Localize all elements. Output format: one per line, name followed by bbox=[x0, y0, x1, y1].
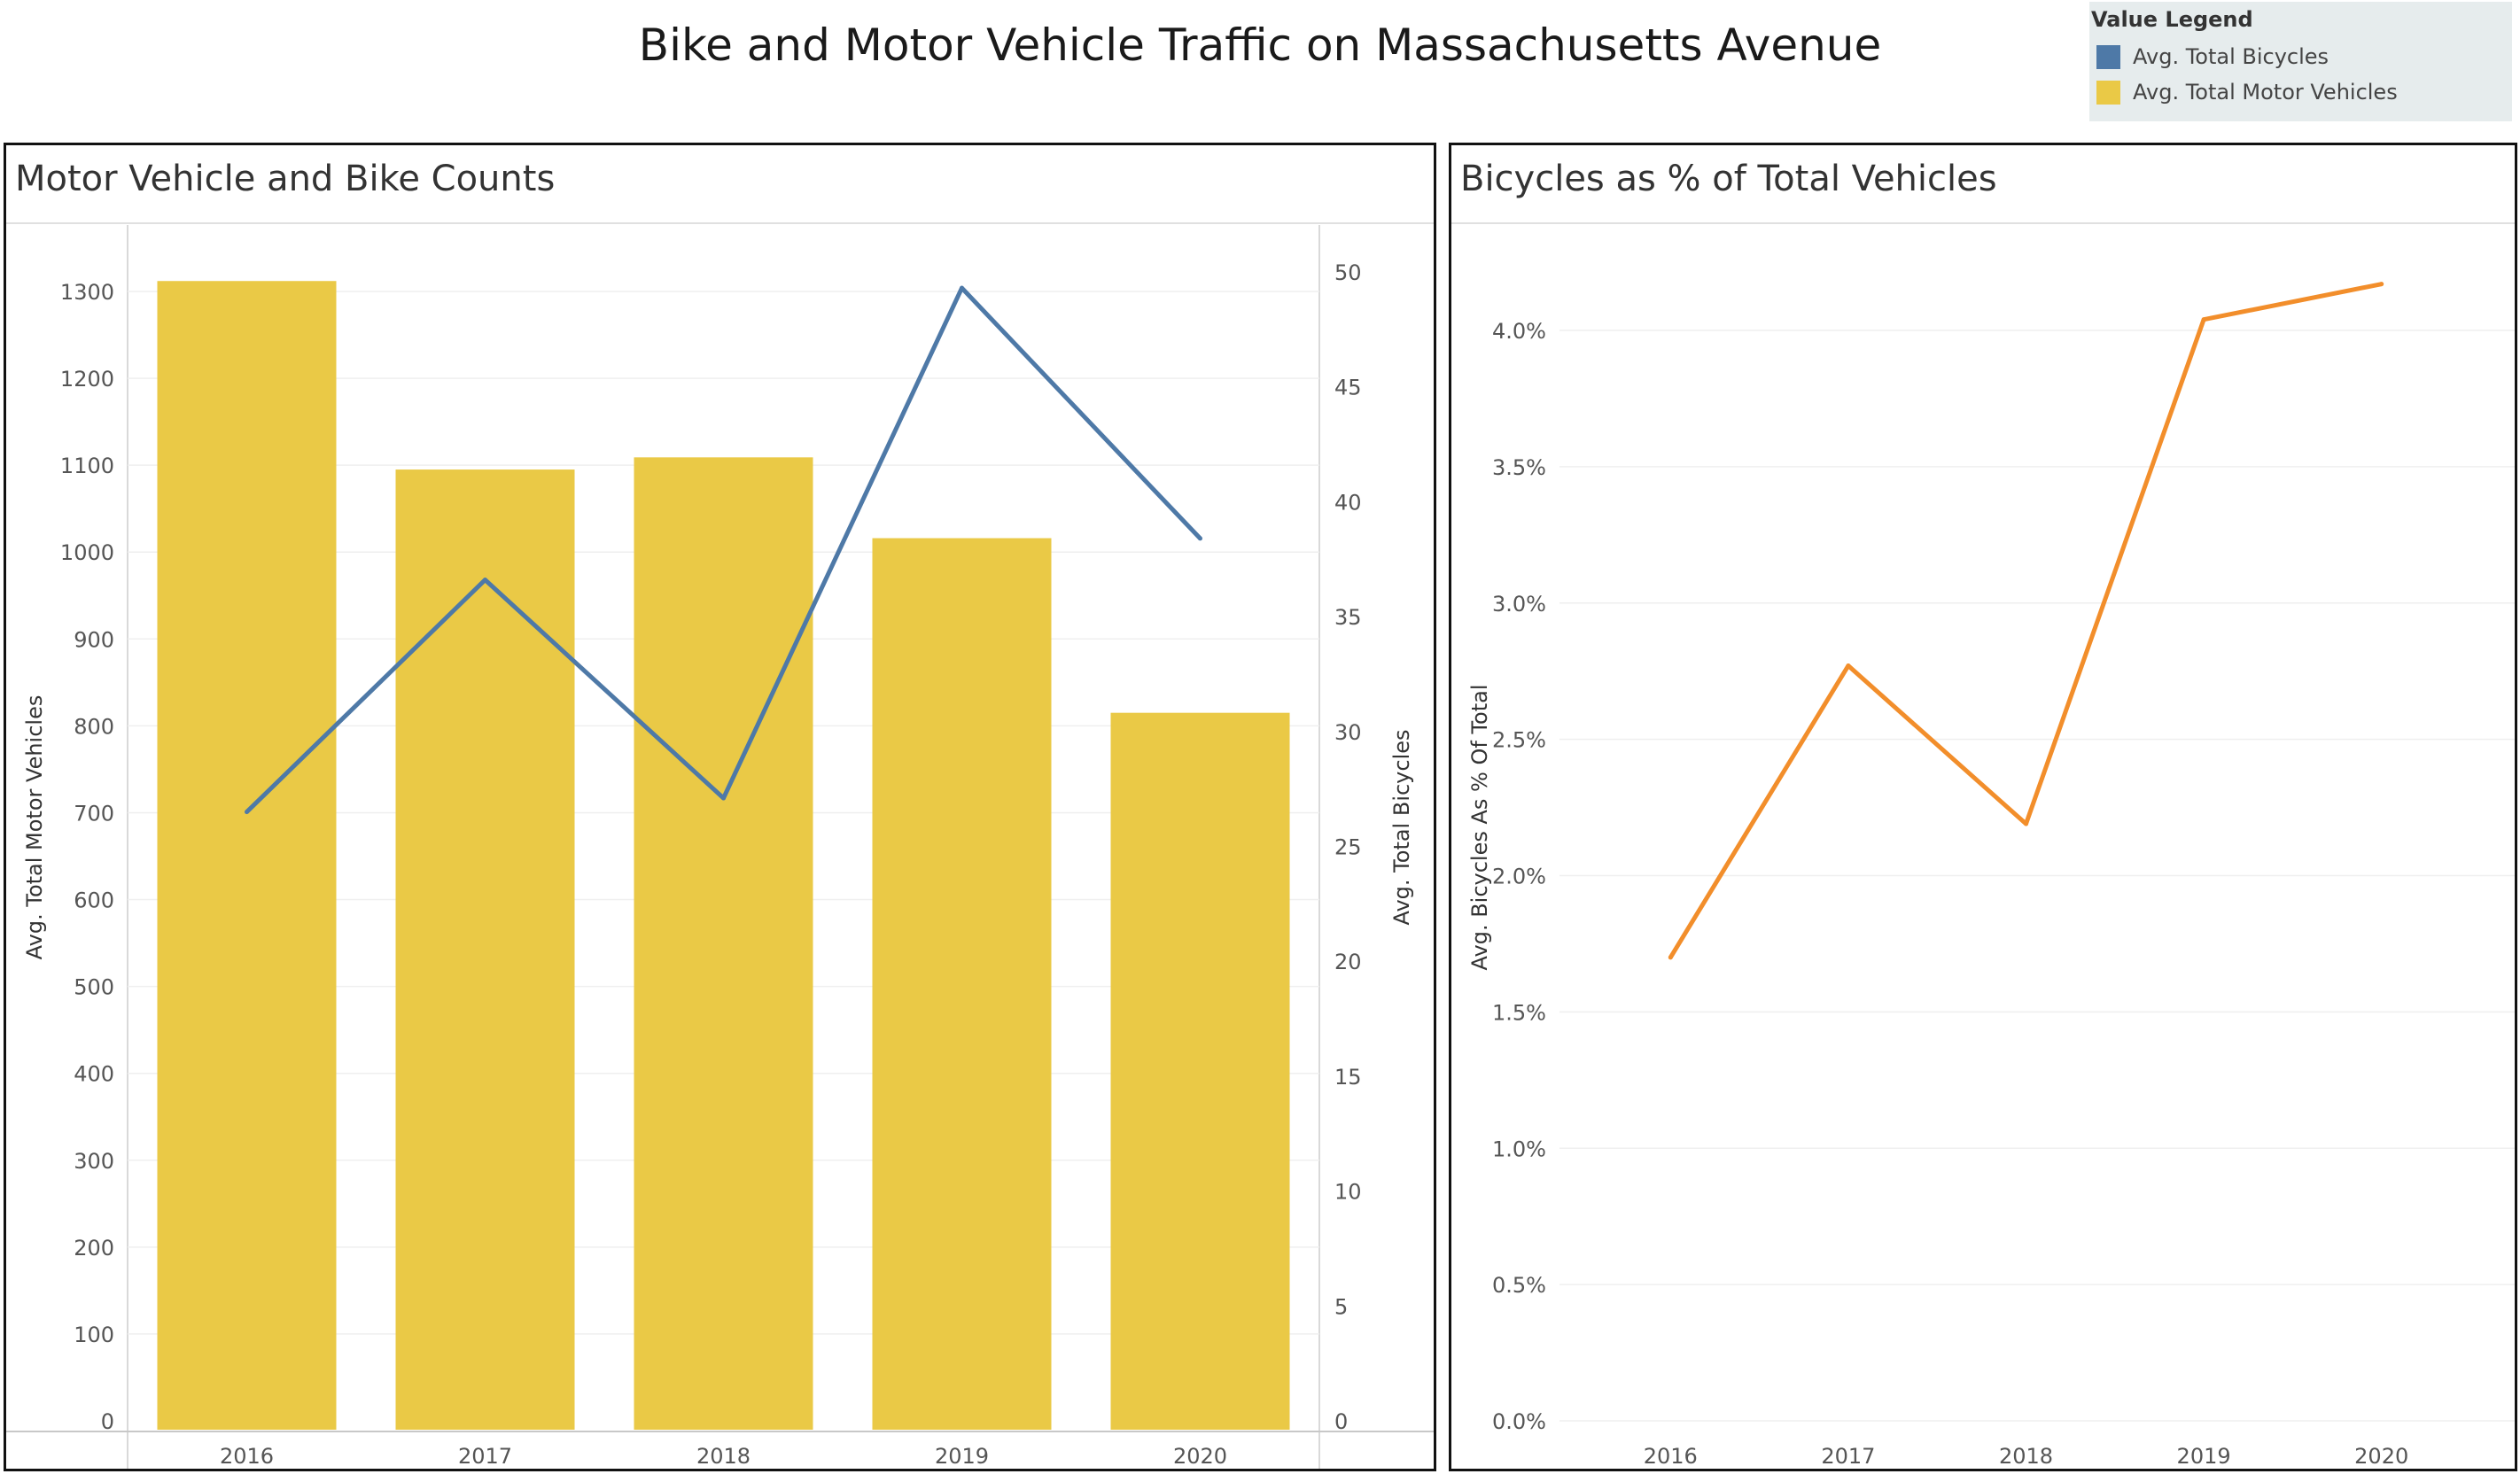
y-tick-label: 1200 bbox=[60, 367, 114, 392]
legend-item-motor-vehicles[interactable]: Avg. Total Motor Vehicles bbox=[2096, 78, 2398, 106]
y-tick-label: 2.0% bbox=[1492, 865, 1546, 889]
y-axis-title: Avg. Bicycles As % Of Total bbox=[1467, 684, 1492, 970]
point-bicycles bbox=[483, 578, 487, 583]
point-bicycle-percent bbox=[2379, 282, 2384, 287]
y-tick-label: 1.0% bbox=[1492, 1137, 1546, 1161]
x-tick-label: 2017 bbox=[458, 1444, 512, 1469]
y-tick-label: 200 bbox=[74, 1236, 114, 1261]
point-bicycle-percent bbox=[2201, 317, 2206, 322]
x-tick-label: 2017 bbox=[1821, 1444, 1875, 1469]
bar-motor-vehicles bbox=[634, 457, 813, 1430]
y-tick-label: 100 bbox=[74, 1323, 114, 1347]
y-tick-label: 1000 bbox=[60, 540, 114, 565]
y-tick-label: 400 bbox=[74, 1062, 114, 1087]
y-tick-label: 1100 bbox=[60, 454, 114, 478]
x-tick-label: 2018 bbox=[696, 1444, 751, 1469]
y-tick-label: 3.5% bbox=[1492, 455, 1546, 480]
percent-chart-panel: Bicycles as % of Total Vehicles 0.0% 0.5%… bbox=[1449, 143, 2517, 1471]
bar-motor-vehicles bbox=[395, 469, 575, 1431]
y-tick-label: 3.0% bbox=[1492, 592, 1546, 617]
y2-tick-label: 15 bbox=[1334, 1065, 1362, 1090]
x-tick-label: 2016 bbox=[220, 1444, 274, 1469]
point-bicycles bbox=[1198, 536, 1202, 541]
counts-chart-title: Motor Vehicle and Bike Counts bbox=[15, 159, 556, 199]
y2-tick-label: 40 bbox=[1334, 490, 1362, 515]
percent-chart-title: Bicycles as % of Total Vehicles bbox=[1460, 159, 1997, 199]
y-tick-label: 500 bbox=[74, 975, 114, 1000]
y-tick-label: 2.5% bbox=[1492, 728, 1546, 753]
y-tick-label: 900 bbox=[74, 627, 114, 652]
y2-tick-label: 30 bbox=[1334, 720, 1362, 745]
y-tick-label: 4.0% bbox=[1492, 319, 1546, 344]
counts-chart-panel: Motor Vehicle and Bike Counts 0 100 200 300… bbox=[4, 143, 1436, 1471]
legend-label-motor-vehicles: Avg. Total Motor Vehicles bbox=[2133, 80, 2398, 105]
point-bicycle-percent bbox=[1846, 663, 1851, 669]
legend-title: Value Legend bbox=[2091, 7, 2253, 32]
point-bicycles bbox=[245, 810, 249, 815]
counts-chart: 0100200300400500600700800900100011001200… bbox=[6, 222, 1434, 1469]
legend-label-bicycles: Avg. Total Bicycles bbox=[2133, 44, 2329, 69]
y-tick-label: 1300 bbox=[60, 280, 114, 305]
y-tick-label: 700 bbox=[74, 801, 114, 826]
bar-motor-vehicles bbox=[872, 538, 1052, 1430]
y2-tick-label: 35 bbox=[1334, 605, 1362, 630]
x-tick-label: 2016 bbox=[1644, 1444, 1698, 1469]
y2-tick-label: 50 bbox=[1334, 260, 1362, 285]
bar-motor-vehicles bbox=[157, 281, 337, 1431]
legend-item-bicycles[interactable]: Avg. Total Bicycles bbox=[2096, 43, 2329, 71]
point-bicycles bbox=[960, 285, 964, 291]
value-legend: Value Legend Avg. Total Bicycles Avg. To… bbox=[2089, 2, 2512, 121]
x-tick-label: 2019 bbox=[2177, 1444, 2231, 1469]
y-tick-label: 600 bbox=[74, 888, 114, 913]
legend-swatch-bicycles bbox=[2096, 44, 2120, 69]
y-tick-label: 0.0% bbox=[1492, 1409, 1546, 1434]
bar-motor-vehicles bbox=[1110, 712, 1290, 1430]
y-tick-label: 800 bbox=[74, 714, 114, 739]
y2-tick-label: 20 bbox=[1334, 950, 1362, 974]
x-tick-label: 2020 bbox=[2354, 1444, 2408, 1469]
x-tick-label: 2018 bbox=[1999, 1444, 2053, 1469]
x-tick-label: 2020 bbox=[1173, 1444, 1227, 1469]
y2-tick-label: 25 bbox=[1334, 835, 1362, 860]
y2-tick-label: 5 bbox=[1334, 1294, 1348, 1319]
x-tick-label: 2019 bbox=[935, 1444, 989, 1469]
y-axis-title: Avg. Total Motor Vehicles bbox=[22, 695, 47, 960]
y2-tick-label: 0 bbox=[1334, 1409, 1348, 1434]
point-bicycles bbox=[721, 795, 726, 801]
line-bicycle-percent bbox=[1668, 282, 2383, 959]
point-bicycle-percent bbox=[1668, 955, 1673, 960]
y-tick-label: 300 bbox=[74, 1149, 114, 1174]
percent-chart: 0.0% 0.5% 1.0% 1.5% 2.0% 2.5% 3.0% 3.5% 4.0% Avg.… bbox=[1451, 222, 2515, 1469]
point-bicycle-percent bbox=[2024, 821, 2028, 826]
y-tick-label: 0.5% bbox=[1492, 1273, 1546, 1298]
legend-swatch-motor-vehicles bbox=[2096, 80, 2120, 105]
y-tick-label: 0 bbox=[101, 1409, 114, 1434]
y-tick-label: 1.5% bbox=[1492, 1000, 1546, 1025]
y2-tick-label: 10 bbox=[1334, 1180, 1362, 1205]
y2-axis-title: Avg. Total Bicycles bbox=[1389, 729, 1414, 925]
dashboard-title: Bike and Motor Vehicle Traffic on Massac… bbox=[638, 19, 1882, 71]
y2-tick-label: 45 bbox=[1334, 376, 1362, 400]
